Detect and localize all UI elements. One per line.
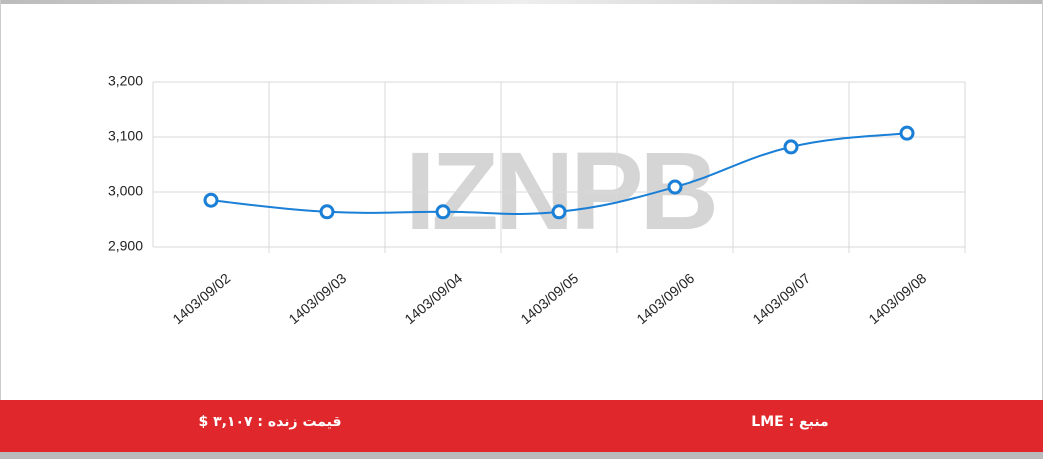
y-tick-label: 3,100	[108, 128, 143, 144]
x-tick-label: 1403/09/03	[285, 270, 349, 327]
live-price: قیمت زنده : ۳,۱۰۷ $	[198, 414, 341, 430]
point	[203, 192, 219, 208]
point	[319, 204, 335, 220]
source: منبع : LME	[751, 414, 828, 430]
x-tick-label: 1403/09/02	[169, 270, 233, 327]
x-tick-label: 1403/09/04	[401, 270, 465, 327]
point	[435, 204, 451, 220]
point	[667, 179, 683, 195]
x-tick-label: 1403/09/05	[517, 270, 581, 327]
point	[551, 204, 567, 220]
y-tick-label: 2,900	[108, 238, 143, 254]
footer-band	[0, 400, 1043, 452]
y-tick-label: 3,000	[108, 183, 143, 199]
x-tick-label: 1403/09/07	[749, 270, 813, 327]
bottom-border	[0, 452, 1043, 459]
x-tick-label: 1403/09/06	[633, 270, 697, 327]
x-tick-label: 1403/09/08	[865, 270, 929, 327]
point	[783, 139, 799, 155]
point	[899, 125, 915, 141]
y-tick-label: 3,200	[108, 73, 143, 89]
top-border	[0, 0, 1043, 4]
